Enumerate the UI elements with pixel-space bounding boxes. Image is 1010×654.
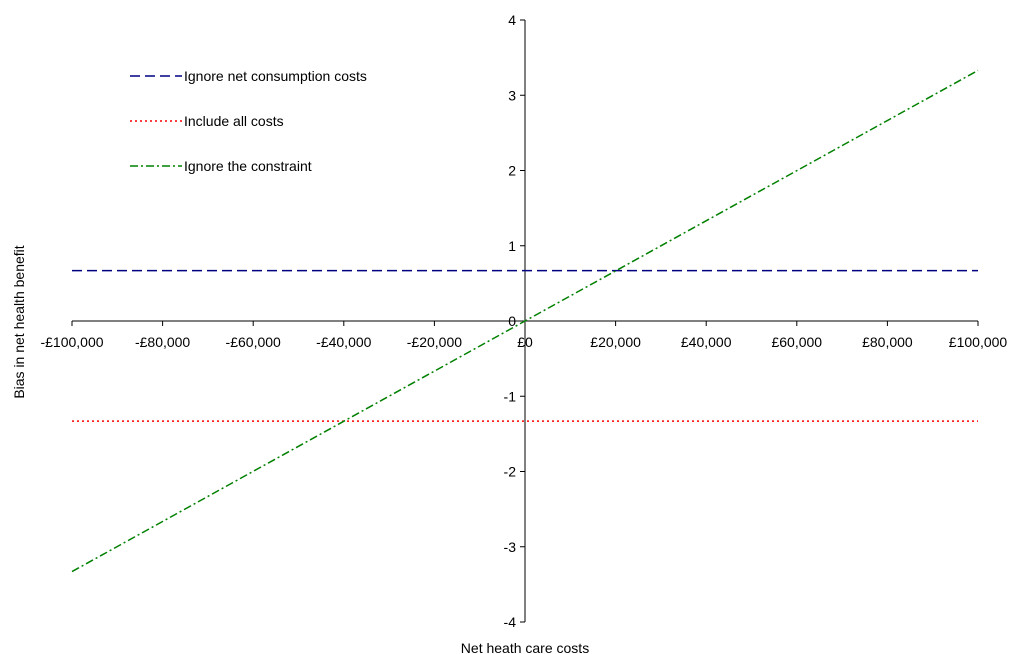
legend-label: Ignore net consumption costs <box>184 68 367 84</box>
y-tick-label: 2 <box>508 163 516 179</box>
x-tick-label: £40,000 <box>681 334 732 350</box>
y-tick-label: -1 <box>504 388 517 404</box>
x-tick-label: £0 <box>517 334 533 350</box>
y-tick-label: -2 <box>504 464 517 480</box>
x-tick-label: -£100,000 <box>40 334 103 350</box>
y-axis-title: Bias in net health benefit <box>11 245 27 398</box>
y-tick-label: -3 <box>504 539 517 555</box>
legend: Ignore net consumption costs Include all … <box>130 68 367 174</box>
series-line <box>71 69 979 573</box>
x-tick-label: £80,000 <box>862 334 913 350</box>
x-tick-label: -£60,000 <box>226 334 281 350</box>
x-tick-label: £20,000 <box>590 334 641 350</box>
y-tick-label: 3 <box>508 87 516 103</box>
x-tick-label: -£40,000 <box>316 334 371 350</box>
x-axis-title: Net heath care costs <box>461 640 589 654</box>
x-tick-label: £60,000 <box>771 334 822 350</box>
x-tick-label: -£80,000 <box>135 334 190 350</box>
series-group <box>71 69 979 573</box>
x-tick-label: -£20,000 <box>407 334 462 350</box>
y-tick-label: 4 <box>508 12 516 28</box>
y-tick-label: 1 <box>508 238 516 254</box>
legend-label: Ignore the constraint <box>184 158 312 174</box>
legend-label: Include all costs <box>184 113 284 129</box>
x-tick-label: £100,000 <box>949 334 1008 350</box>
y-tick-label: -4 <box>504 614 517 630</box>
y-tick-label: 0 <box>508 313 516 329</box>
axes: -£100,000 -£80,000 -£60,000 -£40,000 -£20,00… <box>40 12 1007 630</box>
